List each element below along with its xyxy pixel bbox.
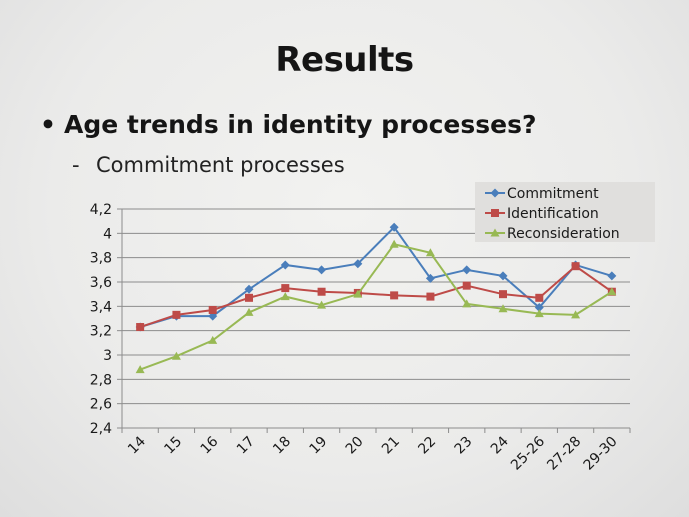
y-tick-label: 3,6	[90, 275, 112, 291]
data-point	[607, 271, 617, 281]
series-line	[139, 225, 613, 328]
legend-label: Identification	[507, 206, 599, 222]
legend-item: Commitment	[485, 186, 599, 202]
y-tick-label: 3,8	[90, 251, 112, 267]
data-point	[245, 293, 253, 302]
data-series	[135, 222, 617, 374]
y-tick-label: 3,4	[90, 299, 112, 315]
legend-label: Commitment	[507, 186, 599, 202]
data-point	[353, 289, 363, 298]
y-tick-label: 2,4	[90, 421, 112, 437]
x-tick-label: 19	[306, 434, 330, 458]
legend-item: Identification	[485, 206, 599, 222]
data-point	[353, 259, 363, 269]
legend-item: Reconsideration	[485, 226, 620, 242]
bullet-item: • Age trends in identity processes?	[40, 110, 536, 139]
bullet-text: Age trends in identity processes?	[64, 110, 537, 139]
y-axis-tick-labels: 4,2 4 3,8 3,6 3,4 3,2 3 2,8 2,6 2,4	[90, 202, 112, 437]
data-point	[607, 287, 617, 296]
x-tick-label: 22	[415, 434, 439, 458]
x-tick-label: 25-26	[508, 433, 548, 473]
x-tick-label: 29-30	[581, 434, 621, 474]
data-point	[425, 273, 435, 283]
data-point	[317, 287, 326, 296]
y-tick-label: 3	[103, 348, 112, 364]
data-point	[244, 284, 254, 294]
data-point	[390, 291, 399, 300]
data-point	[208, 305, 217, 314]
data-point	[135, 365, 145, 374]
series-line	[139, 264, 613, 328]
data-point	[389, 239, 399, 248]
x-tick-label: 23	[452, 434, 476, 458]
x-tick-label: 15	[161, 434, 185, 458]
x-tick-label: 20	[343, 434, 367, 458]
data-point	[462, 265, 472, 275]
data-point	[499, 290, 507, 299]
y-tick-label: 2,8	[90, 372, 112, 388]
data-point	[208, 335, 218, 344]
data-point	[171, 351, 181, 360]
data-point	[426, 292, 435, 301]
x-tick-label: 14	[125, 433, 149, 457]
data-point	[244, 307, 254, 316]
y-tick-label: 2,6	[90, 397, 112, 413]
x-tick-label: 24	[488, 433, 512, 457]
data-point	[280, 260, 290, 270]
data-point	[534, 309, 544, 318]
x-tick-label: 18	[270, 434, 294, 458]
slide-title: Results	[275, 40, 414, 80]
data-point	[571, 310, 581, 319]
data-point	[172, 310, 181, 319]
series-reconsideration	[135, 239, 617, 374]
data-point	[425, 248, 435, 257]
x-tick-label: 27-28	[544, 434, 584, 474]
data-point	[535, 293, 544, 302]
legend: Commitment Identification Reconsideration	[475, 182, 655, 242]
series-line	[139, 243, 613, 371]
sub-bullet-item: - Commitment processes	[72, 153, 345, 177]
y-tick-label: 3,2	[90, 324, 112, 340]
legend-marker	[491, 209, 499, 217]
legend-label: Reconsideration	[507, 226, 620, 242]
data-point	[462, 299, 472, 308]
x-tick-label: 21	[379, 434, 403, 458]
data-point	[462, 281, 471, 290]
y-tick-label: 4,2	[90, 202, 112, 218]
sub-bullet-text: Commitment processes	[96, 153, 345, 177]
x-tick-label: 17	[234, 434, 258, 458]
axes	[117, 208, 631, 433]
x-tick-label: 16	[198, 433, 222, 457]
y-tick-label: 4	[103, 226, 112, 242]
sub-bullet-marker: -	[72, 153, 80, 177]
data-point	[280, 292, 290, 301]
data-point	[498, 271, 508, 281]
data-point	[534, 303, 544, 313]
data-point	[389, 222, 399, 232]
data-point	[281, 284, 290, 293]
data-point	[136, 323, 145, 332]
series-identification	[136, 262, 616, 332]
data-point	[317, 265, 327, 275]
bullet-marker: •	[40, 110, 56, 139]
legend-marker	[490, 228, 500, 237]
legend-marker	[490, 188, 500, 198]
data-point	[498, 304, 508, 313]
data-point	[571, 262, 580, 271]
data-point	[317, 300, 327, 309]
